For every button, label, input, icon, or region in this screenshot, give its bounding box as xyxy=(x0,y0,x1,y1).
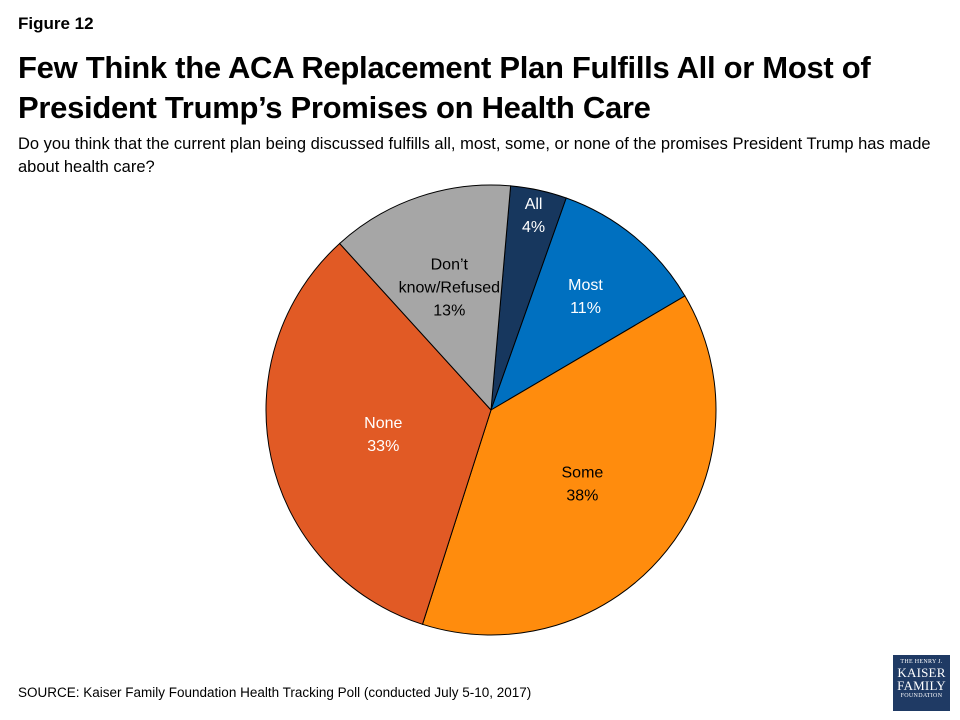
slice-value-label: 4% xyxy=(522,219,545,236)
slice-category-label: Don’t xyxy=(431,256,469,273)
slice-value-label: 38% xyxy=(566,488,598,505)
kff-logo: THE HENRY J. KAISER FAMILY FOUNDATION xyxy=(893,655,950,711)
chart-title: Few Think the ACA Replacement Plan Fulfi… xyxy=(18,50,871,125)
pie-slice-don-t-know-refused xyxy=(338,184,512,412)
slice-category-label: None xyxy=(364,415,402,432)
slice-value-label: 33% xyxy=(367,438,399,455)
logo-line-4: FOUNDATION xyxy=(900,693,943,699)
logo-line-3: FAMILY xyxy=(897,678,946,693)
slice-value-label: 11% xyxy=(570,300,601,317)
logo-line-2: KAISER xyxy=(897,665,946,680)
pie-slice-some xyxy=(421,295,717,636)
slice-category-label: Some xyxy=(562,465,604,482)
slice-category-label: Most xyxy=(568,277,603,294)
figure-label: Figure 12 xyxy=(18,14,94,33)
slice-category-label: All xyxy=(525,196,543,213)
pie-slice-none xyxy=(265,242,492,625)
source-note: SOURCE: Kaiser Family Foundation Health … xyxy=(18,685,532,700)
logo-line-1: THE HENRY J. xyxy=(900,659,943,665)
chart-subtitle: Do you think that the current plan being… xyxy=(18,135,931,176)
pie-slice-most xyxy=(490,197,686,412)
slice-value-label: 13% xyxy=(433,302,465,319)
slice-category-label: know/Refused xyxy=(399,279,500,296)
